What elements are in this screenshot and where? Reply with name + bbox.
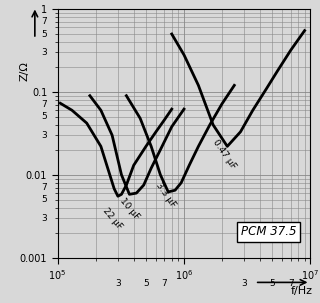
Text: f/Hz: f/Hz [291, 286, 313, 296]
Text: 10 μF: 10 μF [118, 196, 141, 221]
Text: 7: 7 [41, 17, 47, 26]
Text: 3.3 μF: 3.3 μF [154, 181, 178, 209]
Text: 3: 3 [41, 214, 47, 222]
Text: 7: 7 [162, 279, 167, 288]
Text: 7: 7 [41, 183, 47, 192]
Text: 0.47 μF: 0.47 μF [212, 138, 238, 171]
Text: 7: 7 [288, 279, 294, 288]
Text: 7: 7 [41, 100, 47, 109]
Text: 3: 3 [41, 48, 47, 57]
Text: 5: 5 [143, 279, 149, 288]
Text: 3: 3 [115, 279, 121, 288]
Text: PCM 37.5: PCM 37.5 [241, 225, 296, 238]
Text: Z/Ω: Z/Ω [20, 61, 30, 81]
Text: 5: 5 [41, 195, 47, 204]
Text: 5: 5 [41, 29, 47, 38]
Text: 5: 5 [269, 279, 275, 288]
Text: 3: 3 [241, 279, 247, 288]
Text: 22 μF: 22 μF [101, 206, 124, 231]
Text: 5: 5 [41, 112, 47, 121]
Text: 3: 3 [41, 131, 47, 140]
